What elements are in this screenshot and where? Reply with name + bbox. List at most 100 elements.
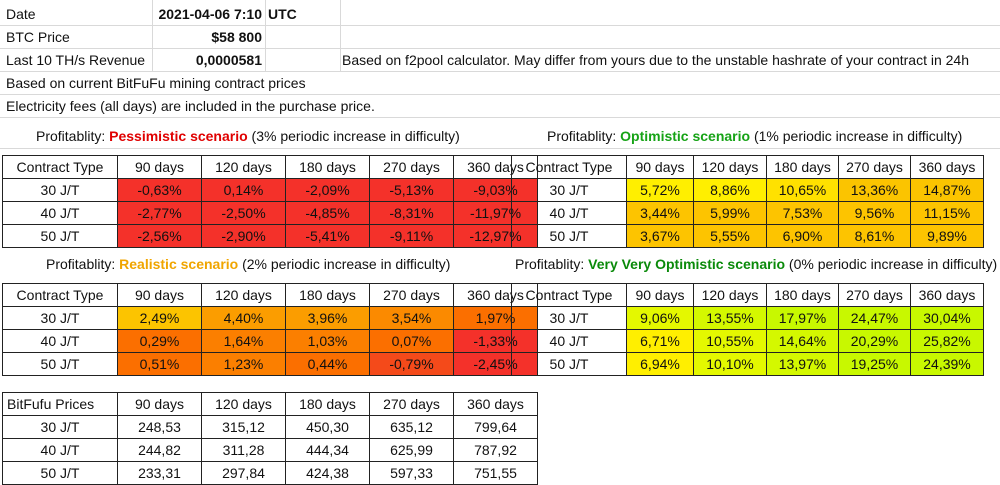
value-cell: 10,55% (693, 329, 767, 353)
table-row: 40 J/T 244,82 311,28 444,34 625,99 787,92 (2, 438, 538, 462)
optimistic-table: Contract Type 90 days 120 days 180 days 270 … (511, 155, 984, 248)
title-suffix: (2% periodic increase in difficulty) (238, 256, 451, 272)
value-cell: 315,12 (201, 415, 286, 439)
table-row: 30 J/T 248,53 315,12 450,30 635,12 799,64 (2, 415, 538, 439)
row-header: 40 J/T (2, 201, 118, 225)
scenario-name: Pessimistic scenario (109, 128, 248, 144)
prices-note: Based on current BitFuFu mining contract… (6, 75, 306, 91)
column-header: 180 days (766, 283, 839, 307)
value-cell: 5,72% (626, 178, 694, 202)
scenario-name: Optimistic scenario (620, 128, 751, 144)
title-suffix: (1% periodic increase in difficulty) (750, 128, 963, 144)
value-cell: 450,30 (285, 415, 370, 439)
value-cell: -2,56% (117, 224, 202, 248)
value-cell: -2,77% (117, 201, 202, 225)
revenue-note: Based on f2pool calculator. May differ f… (342, 52, 969, 68)
value-cell: -9,11% (369, 224, 454, 248)
column-header: 90 days (626, 155, 694, 179)
table-row: 50 J/T -2,56% -2,90% -5,41% -9,11% -12,97% (2, 224, 538, 248)
column-header: 90 days (117, 392, 202, 416)
value-cell: -9,03% (453, 178, 538, 202)
value-cell: 20,29% (838, 329, 911, 353)
contract-type-header: Contract Type (2, 155, 118, 179)
table-header-row: Contract Type 90 days 120 days 180 days 270 … (2, 155, 538, 179)
table-row: 40 J/T 0,29% 1,64% 1,03% 0,07% -1,33% (2, 329, 538, 353)
btc-price-value: $58 800 (211, 29, 262, 45)
row-header: 30 J/T (2, 306, 118, 330)
value-cell: -5,41% (285, 224, 370, 248)
value-cell: 0,07% (369, 329, 454, 353)
column-header: 360 days (453, 392, 538, 416)
value-cell: 244,82 (117, 438, 202, 462)
column-header: 180 days (766, 155, 839, 179)
value-cell: 0,44% (285, 352, 370, 376)
value-cell: 597,33 (369, 461, 454, 485)
title-prefix: Profitablity: (36, 128, 110, 144)
value-cell: 14,64% (766, 329, 839, 353)
value-cell: 0,14% (201, 178, 286, 202)
value-cell: 9,56% (838, 201, 911, 225)
value-cell: -2,90% (201, 224, 286, 248)
column-header: 120 days (201, 392, 286, 416)
value-cell: 751,55 (453, 461, 538, 485)
table-row: 30 J/T -0,63% 0,14% -2,09% -5,13% -9,03% (2, 178, 538, 202)
grid-line (0, 94, 1000, 95)
value-cell: 24,47% (838, 306, 911, 330)
value-cell: 8,61% (838, 224, 911, 248)
grid-line (265, 0, 266, 71)
column-header: 270 days (369, 283, 454, 307)
column-header: 270 days (838, 155, 911, 179)
value-cell: 11,15% (910, 201, 984, 225)
value-cell: 233,31 (117, 461, 202, 485)
column-header: 120 days (201, 155, 286, 179)
grid-line (0, 117, 1000, 118)
value-cell: 3,44% (626, 201, 694, 225)
table-header-row: Contract Type 90 days 120 days 180 days 270 … (511, 283, 984, 307)
title-prefix: Profitablity: (515, 256, 589, 272)
value-cell: 635,12 (369, 415, 454, 439)
table-row: 40 J/T 3,44% 5,99% 7,53% 9,56% 11,15% (511, 201, 984, 225)
value-cell: 311,28 (201, 438, 286, 462)
value-cell: 19,25% (838, 352, 911, 376)
bitfufu-prices-table: BitFufu Prices 90 days 120 days 180 days 270… (2, 392, 538, 485)
value-cell: 14,87% (910, 178, 984, 202)
column-header: 360 days (910, 283, 984, 307)
value-cell: 0,29% (117, 329, 202, 353)
column-header: 180 days (285, 283, 370, 307)
value-cell: 7,53% (766, 201, 839, 225)
value-cell: 24,39% (910, 352, 984, 376)
value-cell: 297,84 (201, 461, 286, 485)
title-suffix: (0% periodic increase in difficulty) (785, 256, 998, 272)
date-timezone: UTC (268, 6, 297, 22)
value-cell: -2,50% (201, 201, 286, 225)
value-cell: 625,99 (369, 438, 454, 462)
value-cell: 3,67% (626, 224, 694, 248)
value-cell: 248,53 (117, 415, 202, 439)
column-header: 270 days (369, 392, 454, 416)
value-cell: 9,06% (626, 306, 694, 330)
very-optimistic-title: Profitablity: Very Very Optimistic scena… (515, 256, 997, 272)
value-cell: 3,96% (285, 306, 370, 330)
realistic-title: Profitablity: Realistic scenario (2% per… (46, 256, 450, 272)
value-cell: 10,65% (766, 178, 839, 202)
grid-line (0, 148, 1000, 149)
value-cell: 424,38 (285, 461, 370, 485)
fees-note: Electricity fees (all days) are included… (6, 98, 375, 114)
value-cell: 799,64 (453, 415, 538, 439)
table-header-row: BitFufu Prices 90 days 120 days 180 days 270… (2, 392, 538, 416)
table-header-row: Contract Type 90 days 120 days 180 days 270 … (511, 155, 984, 179)
pessimistic-table: Contract Type 90 days 120 days 180 days 270 … (2, 155, 538, 248)
row-header: 30 J/T (2, 415, 118, 439)
table-row: 50 J/T 3,67% 5,55% 6,90% 8,61% 9,89% (511, 224, 984, 248)
table-row: 30 J/T 5,72% 8,86% 10,65% 13,36% 14,87% (511, 178, 984, 202)
value-cell: -0,63% (117, 178, 202, 202)
column-header: 120 days (201, 283, 286, 307)
column-header: 270 days (369, 155, 454, 179)
scenario-name: Very Very Optimistic scenario (588, 256, 786, 272)
row-header: 50 J/T (2, 461, 118, 485)
grid-line (0, 48, 1000, 49)
value-cell: 4,40% (201, 306, 286, 330)
value-cell: 25,82% (910, 329, 984, 353)
grid-line (340, 0, 341, 71)
value-cell: 6,71% (626, 329, 694, 353)
